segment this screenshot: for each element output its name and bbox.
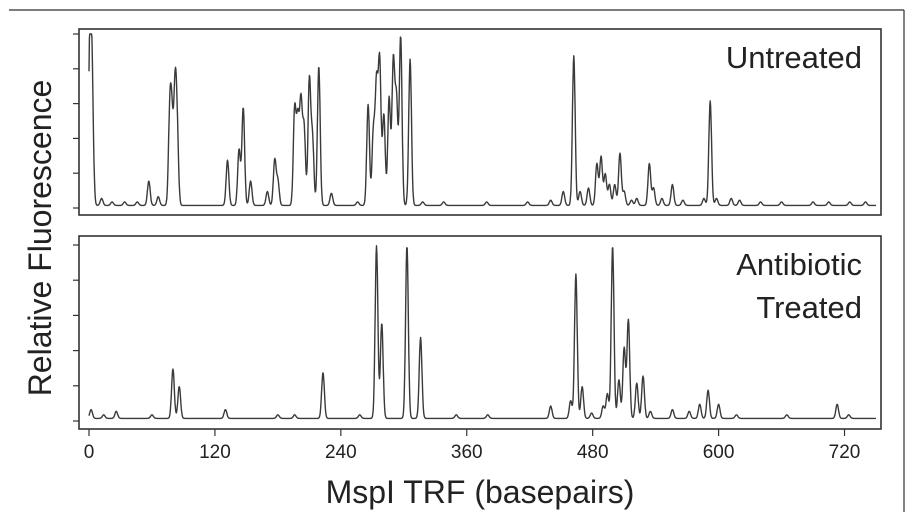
panel-untreated-label: Untreated <box>726 40 862 75</box>
x-axis-title: MspI TRF (basepairs) <box>326 474 635 510</box>
panel-antibiotic-treated-label-line-1: Antibiotic <box>736 247 862 282</box>
panel-untreated-trace <box>88 33 877 207</box>
panel-untreated: Untreated <box>73 28 882 216</box>
panel-antibiotic-treated-label-line-2: Treated <box>756 290 862 325</box>
x-axis: 0 120 240 360 480 600 720 <box>84 429 861 463</box>
x-tick-label: 720 <box>829 442 861 463</box>
x-tick-label: 480 <box>577 442 609 463</box>
panel-untreated-y-ticks <box>73 33 79 209</box>
panel-antibiotic-treated-y-ticks <box>73 244 79 422</box>
x-tick-label: 240 <box>325 442 357 463</box>
panel-antibiotic-treated-frame <box>78 235 882 430</box>
x-tick-label: 120 <box>199 442 231 463</box>
panel-antibiotic-treated-trace <box>88 245 877 420</box>
y-axis-title: Relative Fluorescence <box>22 80 58 397</box>
x-tick-label: 360 <box>451 442 483 463</box>
panel-antibiotic-treated: Antibiotic Treated <box>73 235 882 430</box>
x-tick-label: 0 <box>84 442 95 463</box>
x-tick-label: 600 <box>703 442 735 463</box>
panel-untreated-frame <box>78 28 882 216</box>
